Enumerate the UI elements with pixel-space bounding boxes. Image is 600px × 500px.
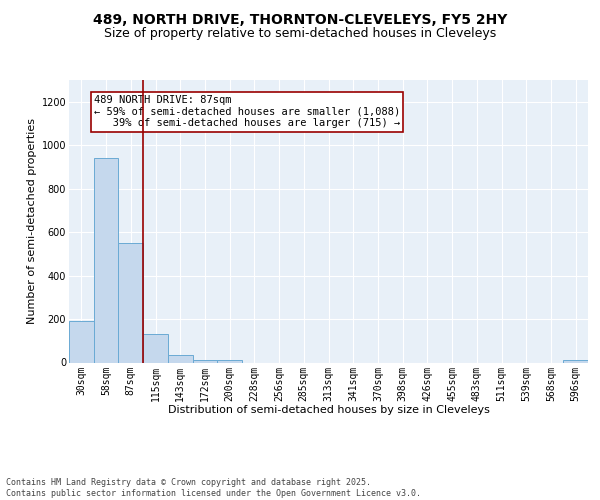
Text: Contains HM Land Registry data © Crown copyright and database right 2025.
Contai: Contains HM Land Registry data © Crown c… xyxy=(6,478,421,498)
Bar xyxy=(563,360,588,362)
X-axis label: Distribution of semi-detached houses by size in Cleveleys: Distribution of semi-detached houses by … xyxy=(167,404,490,414)
Bar xyxy=(168,355,193,362)
Text: 489, NORTH DRIVE, THORNTON-CLEVELEYS, FY5 2HY: 489, NORTH DRIVE, THORNTON-CLEVELEYS, FY… xyxy=(93,12,507,26)
Y-axis label: Number of semi-detached properties: Number of semi-detached properties xyxy=(28,118,37,324)
Bar xyxy=(94,158,118,362)
Text: Size of property relative to semi-detached houses in Cleveleys: Size of property relative to semi-detach… xyxy=(104,28,496,40)
Bar xyxy=(143,334,168,362)
Bar xyxy=(118,243,143,362)
Bar xyxy=(193,360,217,362)
Bar xyxy=(69,321,94,362)
Text: 489 NORTH DRIVE: 87sqm
← 59% of semi-detached houses are smaller (1,088)
   39% : 489 NORTH DRIVE: 87sqm ← 59% of semi-det… xyxy=(94,95,400,128)
Bar xyxy=(217,360,242,362)
